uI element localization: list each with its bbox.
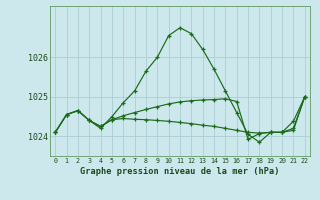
X-axis label: Graphe pression niveau de la mer (hPa): Graphe pression niveau de la mer (hPa) — [80, 167, 280, 176]
